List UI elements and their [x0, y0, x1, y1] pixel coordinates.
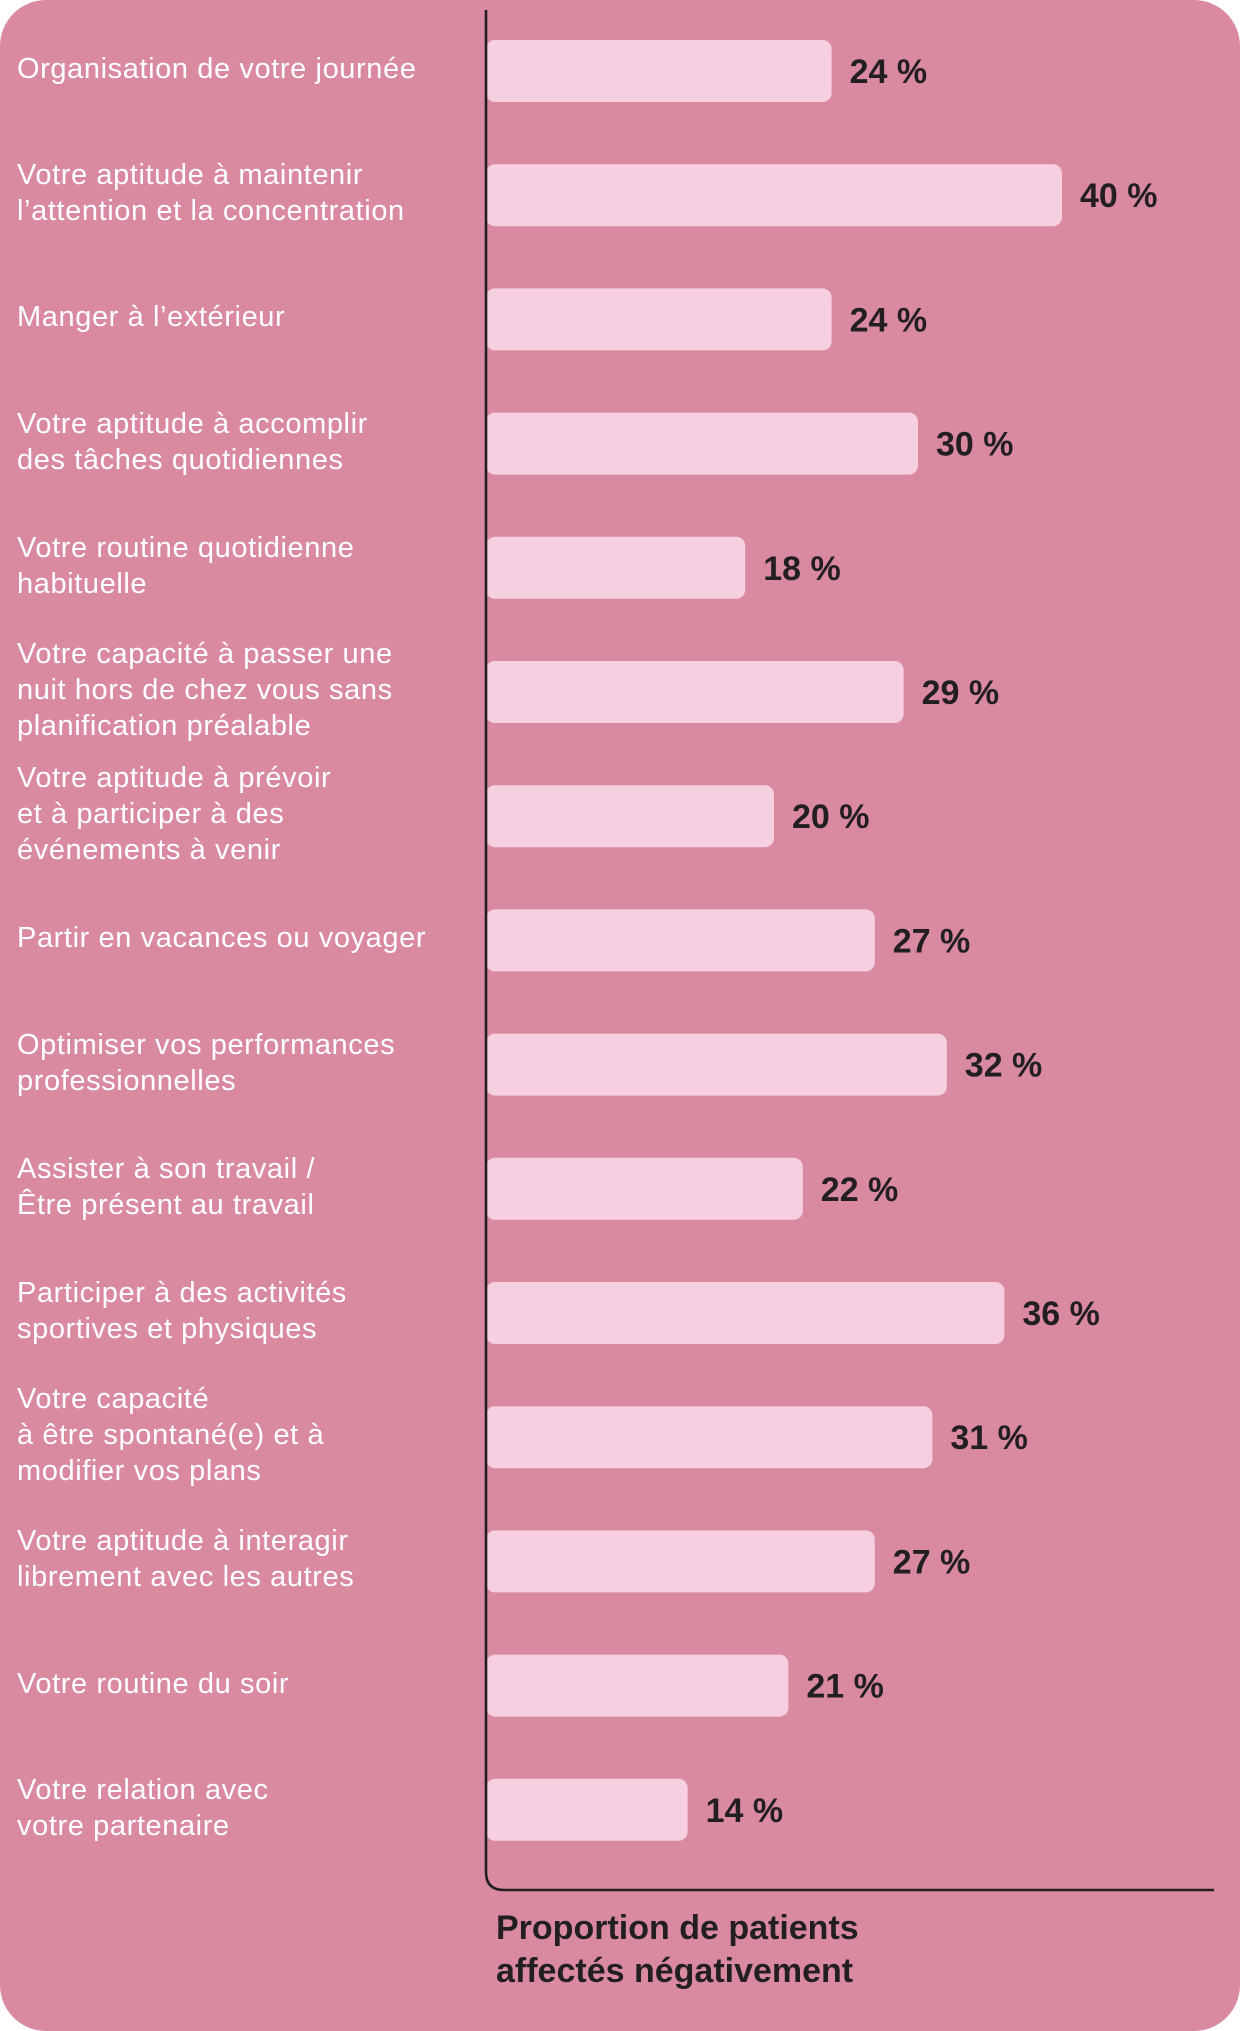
- bar: [486, 1033, 947, 1096]
- bar: [486, 785, 774, 848]
- category-label: Organisation de votre journée: [17, 53, 417, 85]
- value-label: 24 %: [850, 53, 928, 91]
- value-label: 40 %: [1080, 177, 1158, 215]
- category-label: Assister à son travail / Être présent au…: [17, 1152, 316, 1221]
- value-label: 24 %: [850, 301, 928, 339]
- category-label: Votre aptitude à accomplir des tâches qu…: [17, 407, 368, 476]
- bar: [486, 412, 918, 475]
- bar: [486, 164, 1062, 227]
- bar: [486, 909, 875, 972]
- value-label: 31 %: [950, 1419, 1028, 1457]
- category-label: Manger à l’extérieur: [17, 301, 286, 334]
- bar: [486, 1157, 803, 1220]
- bar: [486, 1654, 789, 1717]
- value-label: 30 %: [936, 426, 1014, 464]
- category-label: Votre relation avec votre partenaire: [17, 1773, 269, 1842]
- value-label: 29 %: [922, 674, 1000, 712]
- category-label: Votre aptitude à prévoir et à participer…: [17, 762, 332, 867]
- category-label: Votre capacité à passer une nuit hors de…: [17, 638, 393, 742]
- bar: [486, 1530, 875, 1593]
- category-label: Votre routine du soir: [17, 1667, 290, 1700]
- bar: [486, 536, 746, 599]
- category-label: Votre aptitude à interagir librement ave…: [17, 1525, 355, 1594]
- bar: [486, 1406, 933, 1469]
- value-label: 21 %: [806, 1668, 884, 1706]
- bar: [486, 661, 904, 723]
- value-label: 27 %: [893, 922, 971, 960]
- value-label: 22 %: [821, 1171, 899, 1209]
- value-label: 36 %: [1022, 1295, 1100, 1333]
- category-label: Partir en vacances ou voyager: [17, 922, 427, 955]
- category-label: Participer à des activités sportives et …: [17, 1277, 347, 1345]
- value-label: 18 %: [763, 550, 841, 588]
- bar: [486, 1778, 688, 1841]
- category-label: Votre aptitude à maintenir l’attention e…: [17, 159, 405, 228]
- category-label: Votre capacité à être spontané(e) et à m…: [17, 1383, 325, 1488]
- value-label: 20 %: [792, 798, 870, 836]
- category-label: Optimiser vos performances professionnel…: [17, 1028, 396, 1097]
- axis-line: [484, 10, 1214, 1892]
- value-label: 27 %: [893, 1543, 971, 1581]
- x-axis-title: Proportion de patients affectés négative…: [496, 1909, 859, 1990]
- category-label: Votre routine quotidienne habituelle: [17, 531, 355, 600]
- bar: [486, 1282, 1005, 1344]
- bar: [486, 288, 832, 351]
- bar: [486, 40, 832, 102]
- value-label: 32 %: [965, 1047, 1043, 1085]
- value-label: 14 %: [706, 1792, 784, 1830]
